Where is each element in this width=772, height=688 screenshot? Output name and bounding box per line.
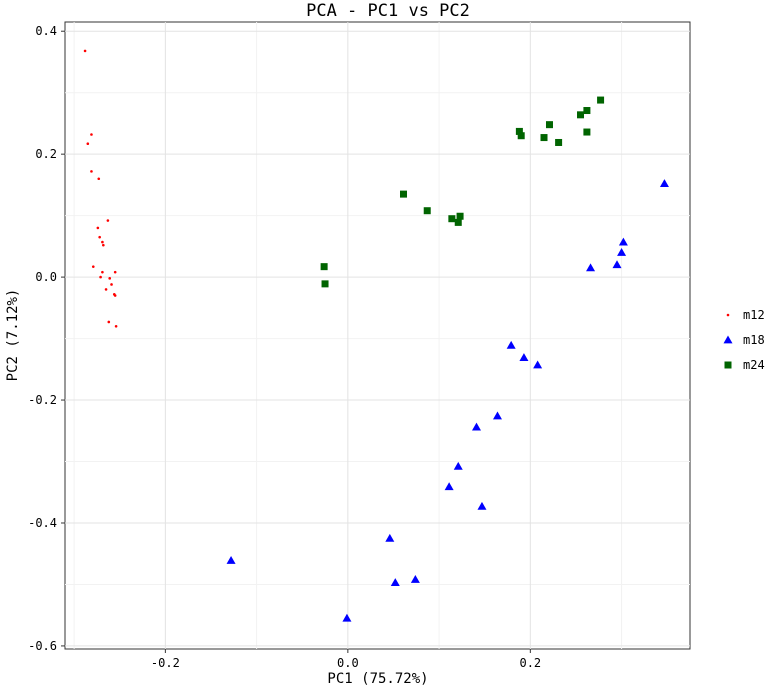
point-m24 [545, 121, 553, 129]
y-axis-label: PC2 (7.12%) [5, 289, 21, 382]
legend-item-m12: m12 [726, 308, 765, 322]
legend-label-m24: m24 [743, 358, 765, 372]
y-tick-label: 0.0 [35, 270, 57, 284]
point-m12 [110, 283, 113, 286]
point-m12 [113, 270, 117, 274]
point-m12 [106, 219, 110, 222]
y-tick-label: 0.4 [35, 24, 57, 38]
x-tick-label: -0.2 [151, 656, 180, 670]
point-m24 [448, 215, 456, 223]
legend-key-m12 [726, 313, 730, 317]
point-m12 [96, 226, 100, 230]
legend-item-m24: m24 [724, 358, 765, 372]
point-m18 [477, 501, 487, 510]
point-m12 [86, 142, 90, 146]
point-m18 [618, 237, 628, 246]
point-m12 [97, 177, 101, 181]
point-m18 [226, 555, 236, 564]
y-tick-label: -0.2 [28, 393, 57, 407]
point-m24 [540, 134, 548, 142]
series-m12 [83, 49, 118, 328]
point-m18 [390, 578, 400, 586]
point-m24 [321, 280, 329, 288]
point-m12 [101, 270, 104, 274]
point-m24 [400, 190, 408, 198]
point-m18 [342, 613, 352, 622]
point-m12 [101, 240, 104, 244]
y-tick-label: -0.6 [28, 639, 57, 653]
point-m12 [107, 320, 111, 324]
legend-key-m24 [724, 361, 732, 369]
point-m18 [385, 533, 395, 542]
point-m18 [444, 482, 454, 491]
x-tick-label: 0.0 [337, 656, 359, 670]
point-m24 [517, 132, 525, 140]
x-axis-ticks: -0.2 0.0 0.2 [151, 649, 541, 670]
series-m24 [320, 96, 605, 288]
point-m18 [659, 179, 669, 188]
point-m18 [533, 360, 543, 369]
legend-key-m18 [723, 335, 733, 344]
point-m12 [104, 288, 108, 291]
point-m12 [113, 294, 117, 297]
point-m24 [555, 138, 563, 146]
point-m12 [114, 324, 118, 328]
data-points [83, 49, 669, 622]
x-tick-label: 0.2 [519, 656, 541, 670]
point-m24 [454, 218, 462, 226]
plot-background [64, 21, 691, 650]
point-m12 [91, 265, 95, 268]
point-m18 [453, 461, 463, 470]
point-m24 [597, 96, 605, 104]
point-m18 [410, 575, 420, 583]
point-m24 [456, 212, 464, 220]
y-tick-label: 0.2 [35, 147, 57, 161]
grid-lines [65, 22, 690, 649]
point-m12 [108, 277, 112, 280]
plot-panel [64, 21, 691, 650]
legend-label-m12: m12 [743, 308, 765, 322]
point-m12 [90, 170, 93, 173]
point-m12 [98, 235, 101, 239]
point-m18 [471, 422, 481, 431]
point-m24 [515, 127, 523, 135]
point-m24 [583, 107, 591, 115]
point-m18 [519, 353, 529, 362]
point-m24 [577, 111, 585, 119]
point-m18 [586, 263, 596, 272]
point-m24 [583, 128, 591, 136]
point-m12 [83, 49, 87, 53]
legend-label-m18: m18 [743, 333, 765, 347]
chart-title: PCA - PC1 vs PC2 [306, 1, 470, 21]
point-m18 [492, 411, 502, 420]
y-tick-label: -0.4 [28, 516, 57, 530]
point-m12 [90, 133, 93, 136]
point-m12 [99, 275, 102, 279]
point-m12 [102, 243, 105, 247]
point-m18 [612, 260, 622, 269]
legend-item-m18: m18 [723, 333, 765, 347]
series-m18 [226, 179, 669, 622]
point-m24 [320, 263, 328, 271]
legend: m12 m18 m24 [723, 308, 765, 372]
y-axis-ticks: 0.4 0.2 0.0 -0.2 -0.4 -0.6 [28, 24, 65, 653]
point-m18 [617, 248, 627, 256]
point-m24 [423, 207, 431, 215]
x-axis-label: PC1 (75.72%) [327, 671, 428, 687]
point-m18 [506, 340, 516, 349]
